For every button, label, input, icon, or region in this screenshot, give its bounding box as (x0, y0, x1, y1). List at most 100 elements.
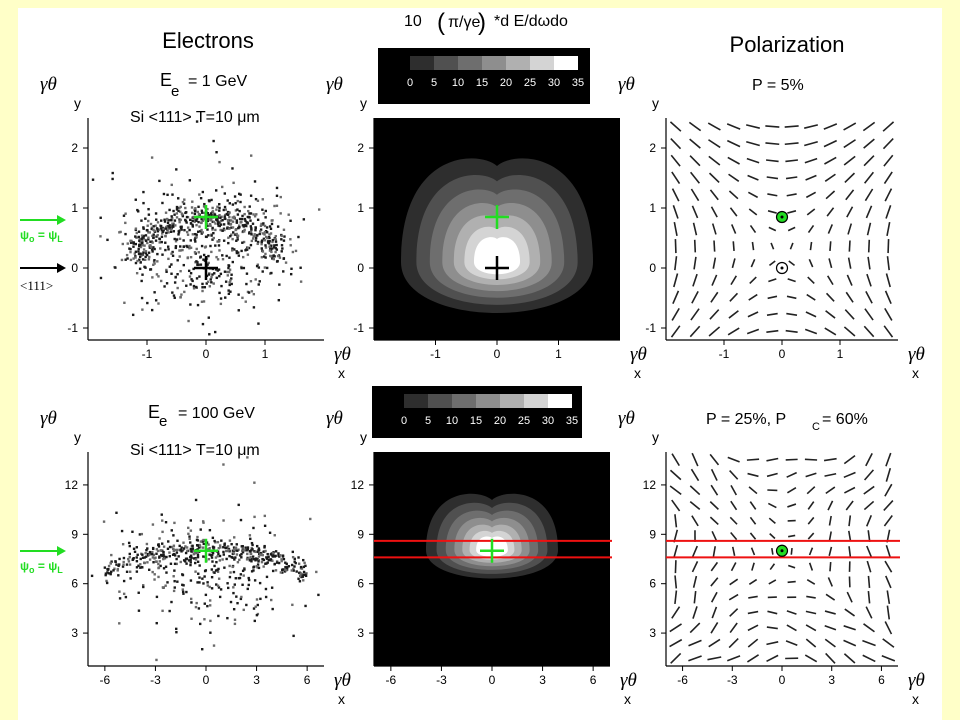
polarization-vector (747, 624, 759, 632)
electron-point (281, 555, 285, 558)
electron-point (214, 541, 217, 544)
electron-point (279, 554, 282, 557)
electron-point (210, 276, 213, 279)
electron-point (140, 219, 143, 222)
polarization-vector (785, 458, 798, 461)
colorbar-swatch (434, 56, 458, 70)
electron-point (283, 235, 286, 238)
polarization-vector (862, 639, 876, 647)
polarization-vector (768, 579, 777, 585)
electron-point (299, 266, 302, 269)
electron-point (236, 213, 240, 216)
electron-point (161, 530, 164, 534)
pol-bottom-b: = 60% (822, 411, 868, 428)
electron-point (139, 566, 142, 569)
electron-point (201, 289, 204, 293)
electron-point (196, 560, 200, 563)
electron-point (202, 300, 206, 303)
electron-point (139, 243, 143, 246)
electron-point (267, 242, 271, 245)
electron-point (156, 260, 159, 263)
electron-point (250, 570, 254, 573)
electron-point (192, 552, 196, 556)
electron-point (209, 631, 212, 634)
electron-point (105, 579, 108, 583)
colorbar-swatch (548, 394, 572, 408)
electron-point (289, 272, 293, 276)
electron-point (146, 552, 150, 556)
polarization-vector (864, 188, 874, 202)
electron-point (178, 255, 181, 258)
polarization-vector (886, 605, 891, 620)
electron-point (249, 552, 252, 555)
electron-point (194, 552, 197, 555)
electron-point (292, 567, 295, 571)
electron-point (317, 208, 321, 211)
electron-point (160, 553, 163, 557)
electron-point (268, 249, 272, 252)
polarization-vector (746, 458, 760, 461)
electron-point (141, 566, 144, 569)
electron-point (256, 199, 260, 202)
electron-point (218, 160, 221, 164)
electron-point (134, 227, 138, 230)
polarization-vector (691, 452, 699, 467)
electron-point (270, 598, 273, 602)
electron-point (231, 549, 235, 552)
electron-point (160, 513, 163, 516)
electron-point (257, 547, 261, 550)
electron-point (201, 282, 204, 286)
y-tick-label: 12 (351, 478, 365, 492)
electron-point (228, 554, 231, 558)
electron-point (302, 218, 306, 221)
electron-point (278, 283, 281, 286)
electron-point (152, 263, 155, 266)
electron-point (253, 215, 257, 218)
electron-point (137, 564, 140, 567)
y-tick-label: 6 (649, 577, 656, 591)
y-tick-label: 6 (71, 577, 78, 591)
electron-point (189, 303, 192, 306)
electron-point (118, 231, 121, 234)
colorbar-swatch (530, 56, 554, 70)
electron-point (158, 179, 161, 183)
y-tick-label: 3 (649, 626, 656, 640)
polarization-vector (843, 139, 856, 149)
colorbar-tick-label: 20 (500, 77, 512, 89)
electron-point (246, 587, 249, 591)
electron-point (252, 306, 256, 309)
electron-point (271, 254, 274, 258)
electron-point (216, 570, 220, 573)
polarization-vector (867, 256, 871, 270)
electron-point (242, 230, 246, 233)
electron-point (227, 266, 230, 270)
electron-point (255, 564, 259, 568)
electron-point (213, 564, 216, 568)
electron-point (207, 316, 210, 319)
electron-point (120, 258, 124, 262)
polarization-vector (883, 325, 894, 338)
polarization-vector (766, 626, 778, 630)
electron-point (251, 222, 255, 225)
electron-point (154, 239, 158, 242)
y-tick-label: 1 (649, 201, 656, 215)
electron-point (145, 253, 149, 257)
electron-point (289, 244, 292, 247)
electron-point (184, 218, 187, 222)
electron-point (197, 546, 201, 549)
electron-point (243, 228, 246, 232)
electron-point (194, 240, 197, 243)
electron-point (273, 562, 276, 566)
electron-point (240, 220, 243, 224)
electron-point (228, 215, 231, 219)
electron-point (219, 588, 223, 591)
electron-point (171, 553, 175, 556)
electron-point (262, 237, 266, 241)
electron-point (219, 219, 223, 222)
electron-point (105, 581, 109, 585)
electron-point (185, 211, 188, 214)
electron-point (135, 556, 138, 559)
electron-point (236, 238, 239, 241)
electron-point (235, 595, 238, 598)
electron-point (207, 558, 211, 561)
